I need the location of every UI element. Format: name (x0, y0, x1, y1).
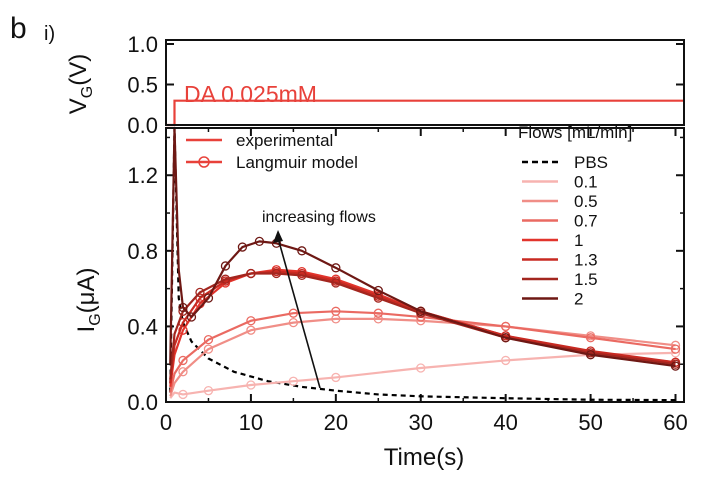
series-marker (246, 380, 256, 390)
legend-marker (198, 156, 210, 168)
legend-title: Flows [mL/min] (518, 123, 632, 142)
series-marker (416, 306, 426, 316)
bottom-x-ticks: 0 10 20 30 40 50 60 (160, 128, 688, 435)
x-tick-label: 30 (409, 410, 433, 435)
legend-label: 1 (574, 231, 583, 250)
legend-label: experimental (236, 131, 333, 150)
series-marker (271, 268, 282, 279)
increasing-flows-arrow (277, 237, 321, 389)
series-marker (373, 285, 383, 296)
series-line-1 (169, 268, 676, 388)
bottom-y-axis-label: IG(μA) (73, 268, 104, 333)
series-marker (585, 350, 596, 360)
series-marker (416, 363, 426, 373)
top-y-axis-label: VG(V) (65, 54, 96, 114)
top-annotation: DA 0.025mM (184, 81, 317, 107)
series-line-1-3 (169, 270, 676, 384)
gate-current-panel: 0.0 0.4 0.8 1.2 0 10 20 30 40 50 60 IG(μA) Time(s… (73, 123, 688, 471)
series-line-0-1 (169, 351, 676, 399)
series-marker (288, 308, 299, 318)
series-marker (254, 236, 265, 247)
x-axis-label: Time(s) (384, 444, 464, 471)
bottom-series (169, 126, 681, 402)
legend-label: Langmuir model (236, 153, 358, 172)
bottom-y-ticks: 0.0 0.4 0.8 1.2 (127, 136, 684, 415)
legend-label: 2 (574, 290, 583, 309)
x-tick-label: 10 (239, 410, 263, 435)
series-marker (246, 316, 256, 326)
y-tick-label: 0.8 (127, 239, 158, 264)
x-tick-label: 0 (160, 410, 172, 435)
sub-panel-label: i) (44, 23, 55, 45)
series-marker (237, 242, 248, 252)
series-line-pbs (169, 126, 676, 402)
arrow-annotation: increasing flows (262, 209, 376, 226)
series-marker (203, 334, 214, 345)
series-marker (331, 263, 341, 273)
series-marker (203, 344, 214, 354)
legend-label: 0.5 (574, 192, 598, 211)
top-y-tick-label: 0.0 (127, 113, 158, 138)
x-tick-label: 50 (578, 410, 602, 435)
series-marker (670, 344, 681, 354)
legend-style: experimental Langmuir model (186, 131, 358, 172)
series-marker (585, 333, 596, 343)
series-marker (203, 293, 214, 303)
series-marker (501, 355, 511, 366)
series-marker (501, 333, 511, 343)
series-marker (670, 361, 681, 371)
legend-label: 1.3 (574, 251, 598, 270)
series-marker (195, 287, 205, 298)
series-marker (178, 367, 188, 377)
series-marker (373, 314, 383, 324)
top-y-tick-label: 0.5 (127, 73, 158, 98)
series-marker (246, 268, 256, 279)
legend-label: 0.7 (574, 212, 598, 231)
legend-label: 1.5 (574, 270, 598, 289)
series-line-2 (169, 126, 676, 368)
series-marker (331, 372, 341, 383)
series-marker (288, 317, 299, 328)
y-tick-label: 1.2 (127, 163, 158, 188)
series-marker (178, 302, 188, 313)
series-marker (297, 270, 307, 281)
y-tick-label: 0.0 (127, 390, 158, 415)
series-marker (373, 308, 383, 318)
series-line-0-7 (169, 310, 676, 393)
series-marker (297, 246, 307, 256)
series-marker (178, 355, 188, 366)
series-marker (186, 312, 197, 322)
y-tick-label: 0.4 (127, 314, 158, 339)
bottom-plot-frame (165, 127, 685, 403)
panel-label: b (10, 12, 27, 45)
series-marker (331, 306, 341, 316)
series-line-1-5 (169, 272, 676, 380)
series-marker (220, 261, 231, 271)
series-marker (246, 325, 256, 335)
series-marker (670, 340, 681, 350)
series-marker (203, 386, 214, 396)
arrow-head (273, 230, 283, 243)
series-marker (288, 376, 299, 386)
series-marker (331, 278, 341, 288)
gate-voltage-panel: 1.0 0.5 0.0 DA 0.025mM VG(V) (65, 32, 685, 138)
legend-label: PBS (574, 153, 608, 172)
series-marker (501, 321, 511, 332)
x-tick-label: 60 (663, 410, 687, 435)
legend-label: 0.1 (574, 173, 598, 192)
series-marker (178, 389, 188, 400)
top-y-tick-label: 1.0 (127, 32, 158, 57)
top-plot-frame (165, 39, 685, 126)
x-tick-label: 20 (324, 410, 348, 435)
x-tick-label: 40 (493, 410, 517, 435)
series-marker (220, 274, 231, 284)
